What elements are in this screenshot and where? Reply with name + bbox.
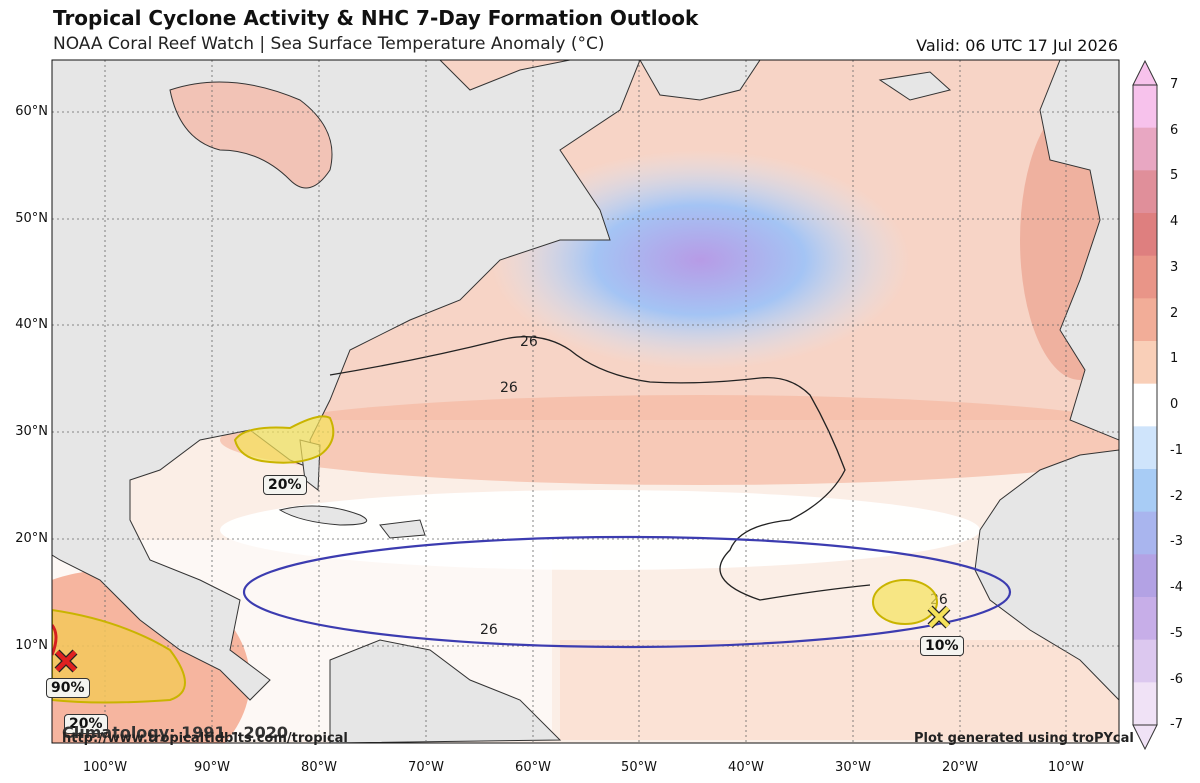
colorbar-extend-min [1132, 724, 1158, 751]
climatology-note: Climatology: 1991 - 2020 [62, 723, 288, 742]
outlook-percent-label: 20% [64, 714, 108, 734]
colorbar [1132, 59, 1158, 751]
colorbar-label: 3 [1170, 260, 1179, 275]
plot-credit: Plot generated using troPYcal [914, 731, 1134, 746]
lon-label: 80°W [301, 760, 337, 775]
colorbar-label: 1 [1170, 351, 1179, 366]
disturbance-marker-red[interactable] [54, 649, 78, 673]
colorbar-swatch [1133, 127, 1157, 171]
lon-label: 90°W [194, 760, 230, 775]
colorbar-swatch [1133, 85, 1157, 129]
outlook-area-cabo-verde[interactable] [872, 579, 938, 625]
map-frame [51, 59, 1120, 744]
isotherm-label: 26 [500, 380, 518, 396]
page-title: Tropical Cyclone Activity & NHC 7-Day Fo… [53, 6, 699, 30]
lat-label: 30°N [15, 424, 48, 439]
hudson-bay [169, 81, 333, 189]
colorbar-swatch [1133, 255, 1157, 299]
colorbar-swatch [1133, 469, 1157, 513]
outlook-percent-label: 20% [263, 475, 307, 495]
lon-label: 70°W [408, 760, 444, 775]
colorbar-label: -5 [1170, 626, 1183, 641]
outlook-percent-label: 90% [46, 678, 90, 698]
lon-label: 20°W [942, 760, 978, 775]
lon-label: 40°W [728, 760, 764, 775]
colorbar-swatch [1133, 682, 1157, 726]
land-europe [1039, 60, 1119, 441]
colorbar-frame [1132, 84, 1158, 726]
lon-label: 50°W [621, 760, 657, 775]
valid-time: Valid: 06 UTC 17 Jul 2026 [916, 36, 1118, 55]
disturbance-marker-yellow[interactable] [927, 605, 951, 629]
colorbar-label: -2 [1170, 489, 1183, 504]
isotherm-label: 26 [520, 334, 538, 350]
land-iceland [878, 71, 952, 101]
lat-label: 20°N [15, 531, 48, 546]
colorbar-label: 2 [1170, 306, 1179, 321]
colorbar-label: 0 [1170, 397, 1179, 412]
colorbar-label: 6 [1170, 123, 1179, 138]
colorbar-swatch [1133, 170, 1157, 214]
lon-label: 10°W [1048, 760, 1084, 775]
isotherm-26c [329, 336, 871, 601]
isotherm-label: 26 [480, 622, 498, 638]
colorbar-swatch [1133, 554, 1157, 598]
warm-anomaly-subtropical [220, 395, 1119, 485]
warm-anomaly-south [560, 640, 1119, 740]
colorbar-label: 7 [1170, 77, 1179, 92]
colorbar-label: -4 [1170, 580, 1183, 595]
lat-label: 50°N [15, 211, 48, 226]
lat-label: 60°N [15, 104, 48, 119]
colorbar-label: -6 [1170, 672, 1183, 687]
lon-label: 100°W [82, 760, 128, 775]
lon-label: 60°W [515, 760, 551, 775]
colorbar-label: 4 [1170, 214, 1179, 229]
colorbar-swatch [1133, 511, 1157, 555]
land-cuba [278, 505, 368, 526]
lat-label: 40°N [15, 317, 48, 332]
land-hispaniola [379, 519, 426, 539]
colorbar-swatch [1133, 383, 1157, 427]
colorbar-label: -3 [1170, 534, 1183, 549]
colorbar-swatch [1133, 298, 1157, 342]
colorbar-swatch [1133, 639, 1157, 683]
colorbar-swatch [1133, 213, 1157, 257]
colorbar-swatch [1133, 597, 1157, 641]
main-development-region-ellipse [242, 535, 1012, 649]
page-subtitle: NOAA Coral Reef Watch | Sea Surface Temp… [53, 34, 605, 54]
source-url[interactable]: http://www.tropicaltidbits.com/tropical [62, 731, 348, 746]
colorbar-swatch [1133, 341, 1157, 385]
graticule [52, 60, 1119, 743]
outlook-area-east-pacific-high [52, 624, 58, 656]
colorbar-swatch [1133, 426, 1157, 470]
outlook-percent-label: 10% [920, 636, 964, 656]
colorbar-label: 5 [1170, 168, 1179, 183]
colorbar-label: -7 [1170, 717, 1183, 732]
colorbar-label: -1 [1170, 443, 1183, 458]
land-greenland [639, 60, 761, 101]
lat-label: 10°N [15, 638, 48, 653]
colorbar-extend-max [1132, 59, 1158, 86]
lon-label: 30°W [835, 760, 871, 775]
outlook-area-southeast-us[interactable] [233, 415, 335, 464]
